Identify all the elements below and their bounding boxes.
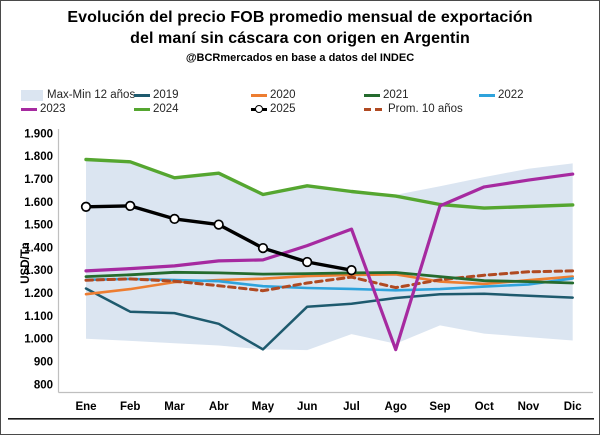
- y-tick-label: 1.200: [24, 288, 53, 300]
- marker-2025: [125, 200, 136, 212]
- x-tick-label: Dic: [564, 401, 583, 413]
- legend-item-label: 2021: [383, 89, 409, 101]
- legend-item-2023: 2023: [21, 103, 66, 115]
- legend-item-2022: 2022: [479, 89, 524, 101]
- y-tick-label: 1.600: [24, 197, 53, 209]
- y-axis-title: USD/Tn: [20, 242, 32, 284]
- marker-2025: [346, 265, 357, 276]
- marker-2025: [213, 219, 224, 230]
- y-tick-label: 1.800: [24, 151, 53, 163]
- y-tick-label: 1.900: [24, 128, 53, 140]
- line-swatch-icon: [134, 107, 150, 111]
- legend-item-prom-10-a-os: Prom. 10 años: [364, 103, 463, 115]
- chart-header: Evolución del precio FOB promedio mensua…: [1, 7, 599, 64]
- y-tick-label: 1.000: [24, 334, 53, 346]
- legend-item-2021: 2021: [364, 89, 409, 101]
- series-line-2019: [84, 287, 574, 351]
- x-tick-label: Ago: [385, 401, 407, 413]
- chart-title-line2: del maní sin cáscara con origen en Argen…: [130, 30, 470, 47]
- legend-item-label: 2023: [40, 103, 66, 115]
- marker-2025: [302, 256, 313, 268]
- line-swatch-icon: [364, 93, 380, 97]
- marker-2025: [257, 242, 269, 254]
- y-tick-label: 1.100: [24, 311, 53, 323]
- dashed-line-swatch-icon: [364, 107, 384, 111]
- band-swatch-icon: [21, 89, 43, 101]
- series-line-prom-10-a-os: [84, 269, 575, 293]
- x-tick-label: Sep: [429, 401, 450, 413]
- y-tick-label: 1.500: [24, 220, 53, 232]
- y-tick-label: 1.300: [24, 265, 53, 277]
- chart-subtitle: @BCRmercados en base a datos del INDEC: [185, 52, 415, 64]
- x-tick-label: Mar: [164, 401, 185, 413]
- x-tick-label: Oct: [475, 401, 494, 413]
- max-min-band: [86, 159, 573, 351]
- legend-row-2: 2023 2024 2025 Prom. 10 años: [1, 103, 599, 116]
- line-swatch-icon: [21, 107, 37, 111]
- y-tick-label: 1.400: [24, 242, 53, 254]
- marker-2025: [169, 213, 180, 225]
- x-tick-label: Jul: [343, 401, 360, 413]
- line-swatch-icon: [134, 93, 150, 97]
- x-tick-label: Ene: [75, 401, 96, 413]
- legend-item-label: Prom. 10 años: [388, 103, 463, 115]
- legend-item-label: 2022: [498, 89, 524, 101]
- legend-row-1: Max-Min 12 años 2019 2020 2021 2022: [1, 89, 599, 102]
- x-tick-label: Nov: [518, 401, 540, 413]
- x-tick-label: May: [252, 401, 275, 413]
- series-line-2024: [84, 157, 575, 210]
- legend-item-label: 2020: [270, 89, 296, 101]
- legend-item-2024: 2024: [134, 103, 179, 115]
- legend-item-2020: 2020: [251, 89, 296, 101]
- chart-title-line1: Evolución del precio FOB promedio mensua…: [67, 9, 533, 26]
- line-swatch-icon: [479, 93, 495, 97]
- legend-item-label: 2024: [153, 103, 179, 115]
- line-marker-swatch-icon: [251, 104, 267, 113]
- legend-item-max-min-12-a-os: Max-Min 12 años: [21, 89, 135, 101]
- x-tick-label: Abr: [209, 401, 229, 413]
- marker-dot-icon: [255, 104, 263, 113]
- series-line-2020: [84, 272, 575, 296]
- line-swatch-icon: [251, 93, 267, 97]
- y-tick-label: 800: [34, 379, 53, 391]
- legend-item-label: 2019: [153, 89, 179, 101]
- series-line-2023: [84, 172, 575, 352]
- legend-item-2019: 2019: [134, 89, 179, 101]
- series-line-2021: [84, 270, 575, 285]
- legend-item-label: 2025: [270, 103, 296, 115]
- legend-item-label: Max-Min 12 años: [47, 89, 136, 101]
- y-tick-label: 900: [34, 356, 53, 368]
- y-tick-label: 1.700: [24, 174, 53, 186]
- x-tick-label: Feb: [120, 401, 140, 413]
- marker-2025: [80, 201, 92, 212]
- x-tick-label: Jun: [297, 401, 317, 413]
- legend-item-2025: 2025: [251, 103, 296, 115]
